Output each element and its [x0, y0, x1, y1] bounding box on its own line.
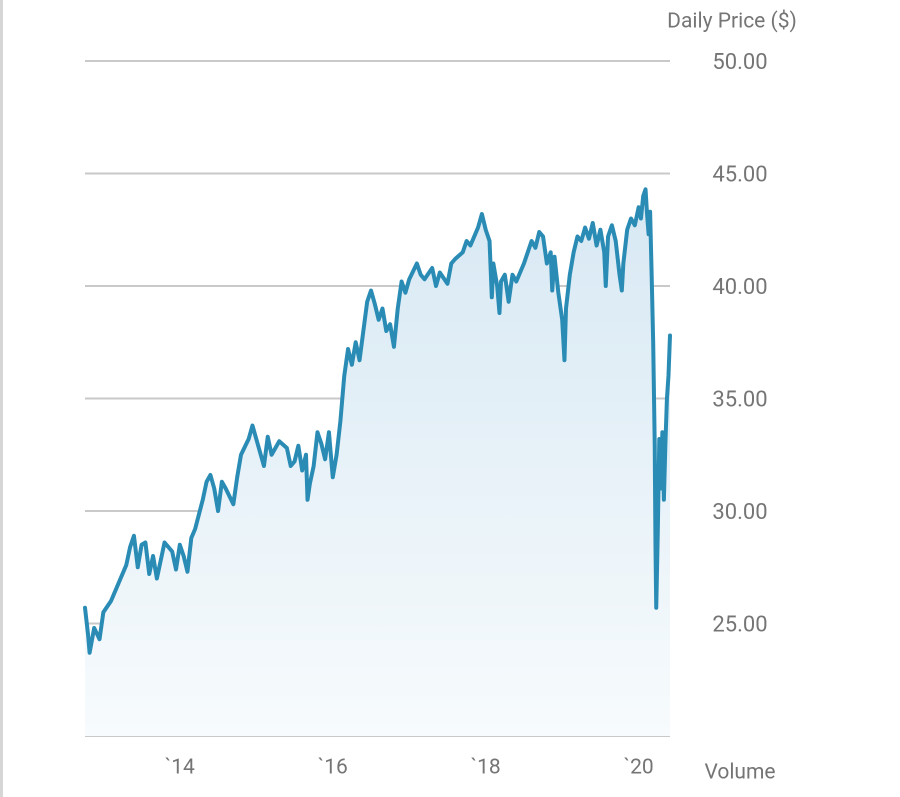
y-tick-label: 35.00 — [712, 387, 767, 412]
y-tick-label: 50.00 — [712, 50, 767, 75]
x-tick-label: `16 — [318, 756, 348, 780]
y-tick-label: 25.00 — [712, 612, 767, 637]
x-tick-label: `18 — [471, 756, 501, 780]
x-tick-label: `14 — [165, 756, 195, 780]
x-tick-label: `20 — [624, 756, 654, 780]
price-line — [83, 187, 672, 655]
price-area — [85, 189, 670, 736]
y-tick-label: 30.00 — [712, 500, 767, 525]
volume-label: Volume — [704, 761, 775, 785]
left-border — [0, 0, 3, 797]
y-tick-label: 40.00 — [712, 275, 767, 300]
y-tick-label: 45.00 — [712, 162, 767, 187]
y-axis-title: Daily Price ($) — [667, 10, 797, 34]
